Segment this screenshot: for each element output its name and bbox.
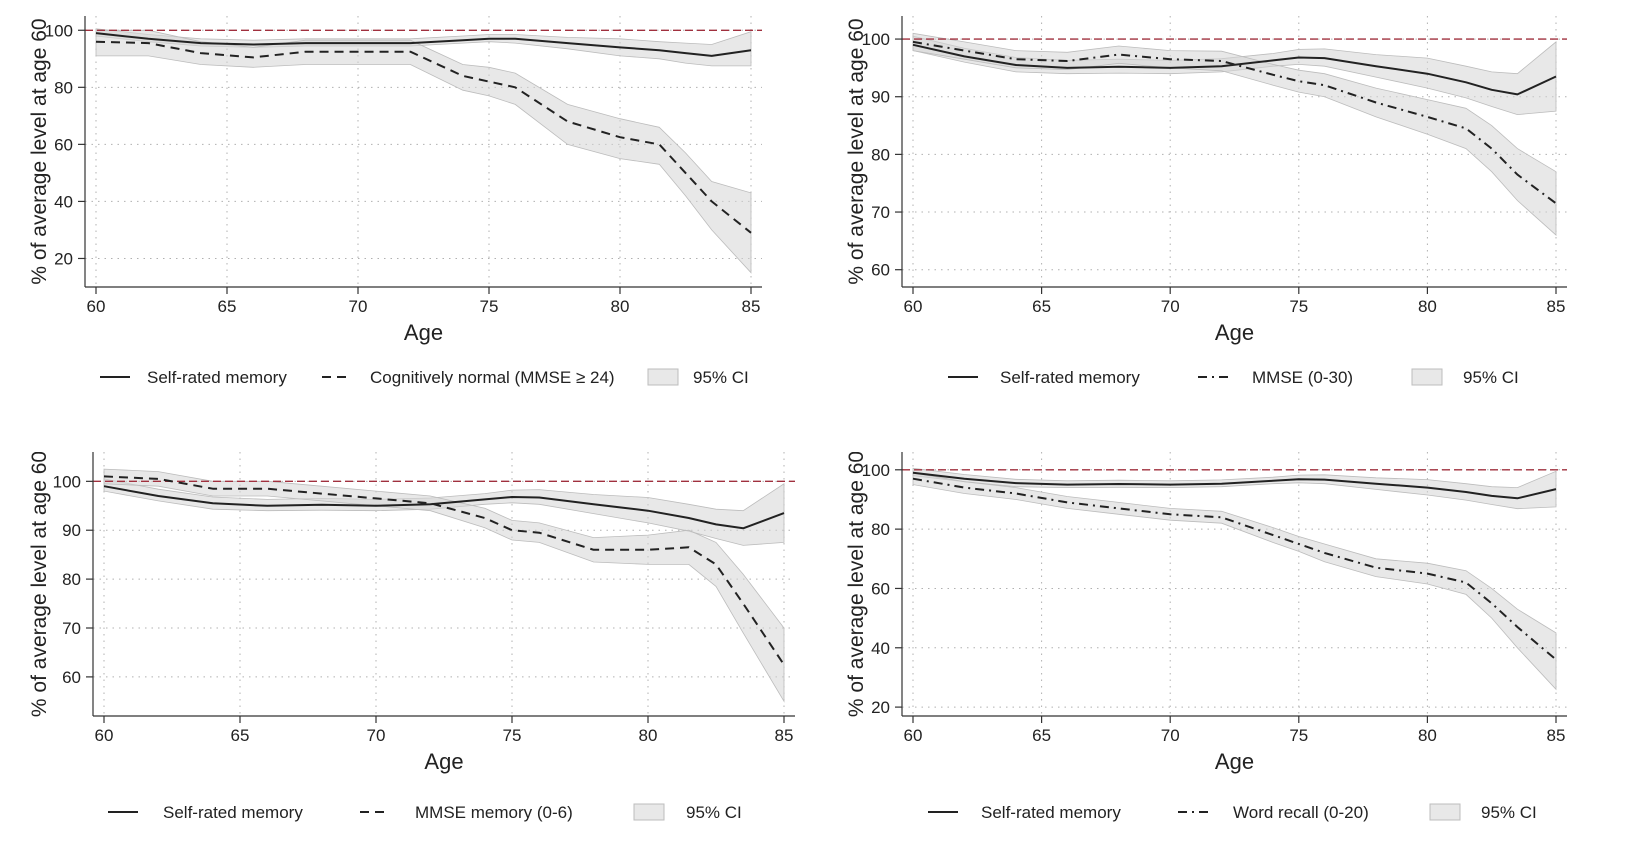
chart-panel-cognitively-normal: 60 65 70 75 80 85 20 40 60 80 100 Age % of average l…: [0, 0, 817, 430]
y-axis-title: % of average level at age 60: [845, 18, 868, 284]
legend-label: Word recall (0-20): [1233, 803, 1369, 822]
ci-band-self-rated-memory: [912, 35, 1557, 116]
x-tick-label: 65: [1032, 726, 1051, 745]
x-tick-label: 85: [1547, 297, 1566, 316]
series-line-mmse-0-30: [912, 40, 1557, 205]
x-tick-label: 80: [1418, 297, 1437, 316]
ci-band-word-recall-0-20: [912, 472, 1557, 691]
y-tick-label: 40: [871, 639, 890, 658]
y-tick-label: 60: [62, 668, 81, 687]
legend: Self-rated memory Cognitively normal (MMS…: [100, 368, 749, 387]
y-tick-label: 40: [54, 192, 73, 211]
x-tick-label: 75: [480, 297, 499, 316]
ci-band-mmse-memory-0-6: [103, 468, 785, 703]
y-tick-label: 60: [871, 261, 890, 280]
legend-label: 95% CI: [693, 368, 749, 387]
series-line-word-recall-0-20: [912, 477, 1557, 661]
y-tick-label: 70: [871, 203, 890, 222]
y-tick-label: 100: [862, 30, 890, 49]
legend-swatch-ci: [633, 803, 665, 821]
x-axis-title: Age: [1215, 749, 1254, 774]
y-tick-label: 100: [53, 472, 81, 491]
y-tick-label: 60: [871, 579, 890, 598]
y-tick-label: 90: [871, 88, 890, 107]
legend-swatch-ci: [1411, 368, 1443, 386]
x-tick-label: 80: [1418, 726, 1437, 745]
x-axis-title: Age: [1215, 320, 1254, 345]
legend-swatch-ci: [647, 368, 679, 386]
x-tick-label: 80: [639, 726, 658, 745]
series-line-self-rated-memory: [912, 43, 1557, 96]
legend-label: 95% CI: [1481, 803, 1537, 822]
chart-panel-mmse: 60 65 70 75 80 85 60 70 80 90 100 Age % of average l…: [840, 0, 1635, 430]
series-line-self-rated-memory: [103, 485, 785, 530]
x-tick-label: 60: [904, 297, 923, 316]
legend: Self-rated memory MMSE memory (0-6) 95% CI: [108, 803, 742, 822]
legend-label: 95% CI: [1463, 368, 1519, 387]
x-tick-label: 60: [87, 297, 106, 316]
y-axis-title: % of average level at age 60: [28, 18, 51, 284]
chart-svg: 60 65 70 75 80 85 60 70 80 90 100 Age % of average l…: [845, 16, 1567, 387]
legend-label: Self-rated memory: [163, 803, 303, 822]
y-tick-label: 80: [54, 78, 73, 97]
y-tick-label: 70: [62, 619, 81, 638]
x-tick-label: 80: [611, 297, 630, 316]
y-axis-title: % of average level at age 60: [28, 452, 51, 717]
x-tick-label: 85: [775, 726, 794, 745]
y-tick-label: 90: [62, 521, 81, 540]
x-tick-label: 70: [1161, 297, 1180, 316]
y-tick-label: 100: [862, 461, 890, 480]
legend-label: Self-rated memory: [1000, 368, 1140, 387]
chart-svg: 60 65 70 75 80 85 20 40 60 80 100 Age % of average l…: [845, 452, 1567, 822]
y-tick-label: 20: [871, 698, 890, 717]
legend-label: MMSE (0-30): [1252, 368, 1353, 387]
x-tick-label: 75: [1289, 297, 1308, 316]
x-axis-title: Age: [424, 749, 463, 774]
chart-panel-mmse-memory: 60 65 70 75 80 85 60 70 80 90 100 Age % of average l…: [0, 452, 817, 863]
legend: Self-rated memory MMSE (0-30) 95% CI: [948, 368, 1519, 387]
series-line-self-rated-memory: [95, 32, 752, 57]
x-tick-label: 65: [231, 726, 250, 745]
ci-band-cognitively-normal-mmse-24: [95, 29, 752, 274]
chart-svg: 60 65 70 75 80 85 20 40 60 80 100 Age % of average l…: [28, 16, 762, 387]
x-tick-label: 70: [367, 726, 386, 745]
series-line-self-rated-memory: [912, 471, 1557, 500]
x-tick-label: 85: [1547, 726, 1566, 745]
legend: Self-rated memory Word recall (0-20) 95% C…: [928, 803, 1537, 822]
x-tick-label: 60: [904, 726, 923, 745]
y-tick-label: 20: [54, 249, 73, 268]
y-axis-title: % of average level at age 60: [845, 452, 868, 717]
legend-label: 95% CI: [686, 803, 742, 822]
x-tick-label: 75: [1289, 726, 1308, 745]
x-tick-label: 65: [218, 297, 237, 316]
chart-panel-word-recall: 60 65 70 75 80 85 20 40 60 80 100 Age % of average l…: [840, 452, 1635, 863]
x-tick-label: 65: [1032, 297, 1051, 316]
legend-label: MMSE memory (0-6): [415, 803, 573, 822]
chart-svg: 60 65 70 75 80 85 60 70 80 90 100 Age % of average l…: [28, 452, 795, 822]
x-axis-title: Age: [404, 320, 443, 345]
y-tick-label: 80: [62, 570, 81, 589]
x-tick-label: 85: [742, 297, 761, 316]
legend-swatch-ci: [1429, 803, 1461, 821]
legend-label: Cognitively normal (MMSE ≥ 24): [370, 368, 615, 387]
y-tick-label: 60: [54, 135, 73, 154]
x-tick-label: 60: [95, 726, 114, 745]
legend-label: Self-rated memory: [981, 803, 1121, 822]
x-tick-label: 70: [349, 297, 368, 316]
x-tick-label: 75: [503, 726, 522, 745]
y-tick-label: 80: [871, 145, 890, 164]
series-line-cognitively-normal-mmse-24: [95, 40, 752, 234]
series-line-mmse-memory-0-6: [103, 475, 785, 666]
legend-label: Self-rated memory: [147, 368, 287, 387]
y-tick-label: 80: [871, 520, 890, 539]
x-tick-label: 70: [1161, 726, 1180, 745]
y-tick-label: 100: [45, 21, 73, 40]
